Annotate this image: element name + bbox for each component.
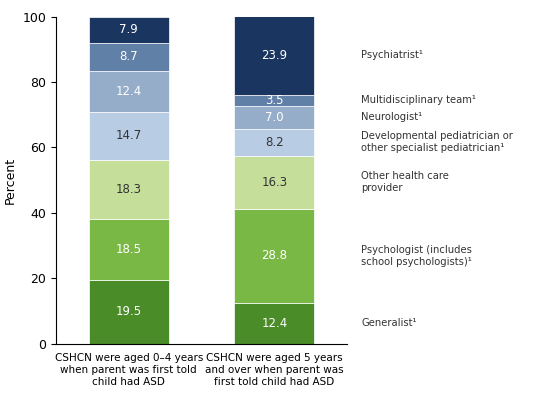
Bar: [235, 209, 315, 303]
Text: 18.5: 18.5: [116, 243, 142, 256]
Bar: [235, 129, 315, 155]
Bar: [235, 155, 315, 209]
Y-axis label: Percent: Percent: [4, 157, 17, 204]
Text: Multidisciplinary team¹: Multidisciplinary team¹: [361, 95, 476, 105]
Text: 8.2: 8.2: [265, 136, 284, 149]
Bar: [89, 160, 169, 220]
Text: Generalist¹: Generalist¹: [361, 318, 417, 328]
Text: Psychiatrist¹: Psychiatrist¹: [361, 50, 423, 60]
Bar: [89, 280, 169, 344]
Text: 14.7: 14.7: [116, 129, 142, 142]
Text: Other health care
provider: Other health care provider: [361, 171, 449, 193]
Bar: [235, 303, 315, 344]
Text: 19.5: 19.5: [116, 305, 142, 318]
Text: Psychologist (includes
school psychologists)¹: Psychologist (includes school psychologi…: [361, 245, 472, 267]
Text: 12.4: 12.4: [116, 85, 142, 98]
Text: 3.5: 3.5: [265, 94, 284, 107]
Bar: [235, 106, 315, 129]
Bar: [235, 95, 315, 106]
Text: 7.0: 7.0: [265, 111, 284, 124]
Bar: [89, 71, 169, 111]
Bar: [235, 16, 315, 95]
Text: 7.9: 7.9: [119, 23, 138, 36]
Text: 23.9: 23.9: [262, 49, 287, 62]
Text: 16.3: 16.3: [262, 176, 287, 189]
Text: 8.7: 8.7: [119, 50, 138, 63]
Text: 18.3: 18.3: [116, 183, 142, 196]
Bar: [89, 111, 169, 160]
Bar: [89, 43, 169, 71]
Text: 28.8: 28.8: [262, 249, 287, 262]
Bar: [89, 220, 169, 280]
Bar: [89, 17, 169, 43]
Text: 12.4: 12.4: [262, 317, 287, 330]
Text: Neurologist¹: Neurologist¹: [361, 112, 422, 122]
Text: Developmental pediatrician or
other specialist pediatrician¹: Developmental pediatrician or other spec…: [361, 132, 513, 153]
